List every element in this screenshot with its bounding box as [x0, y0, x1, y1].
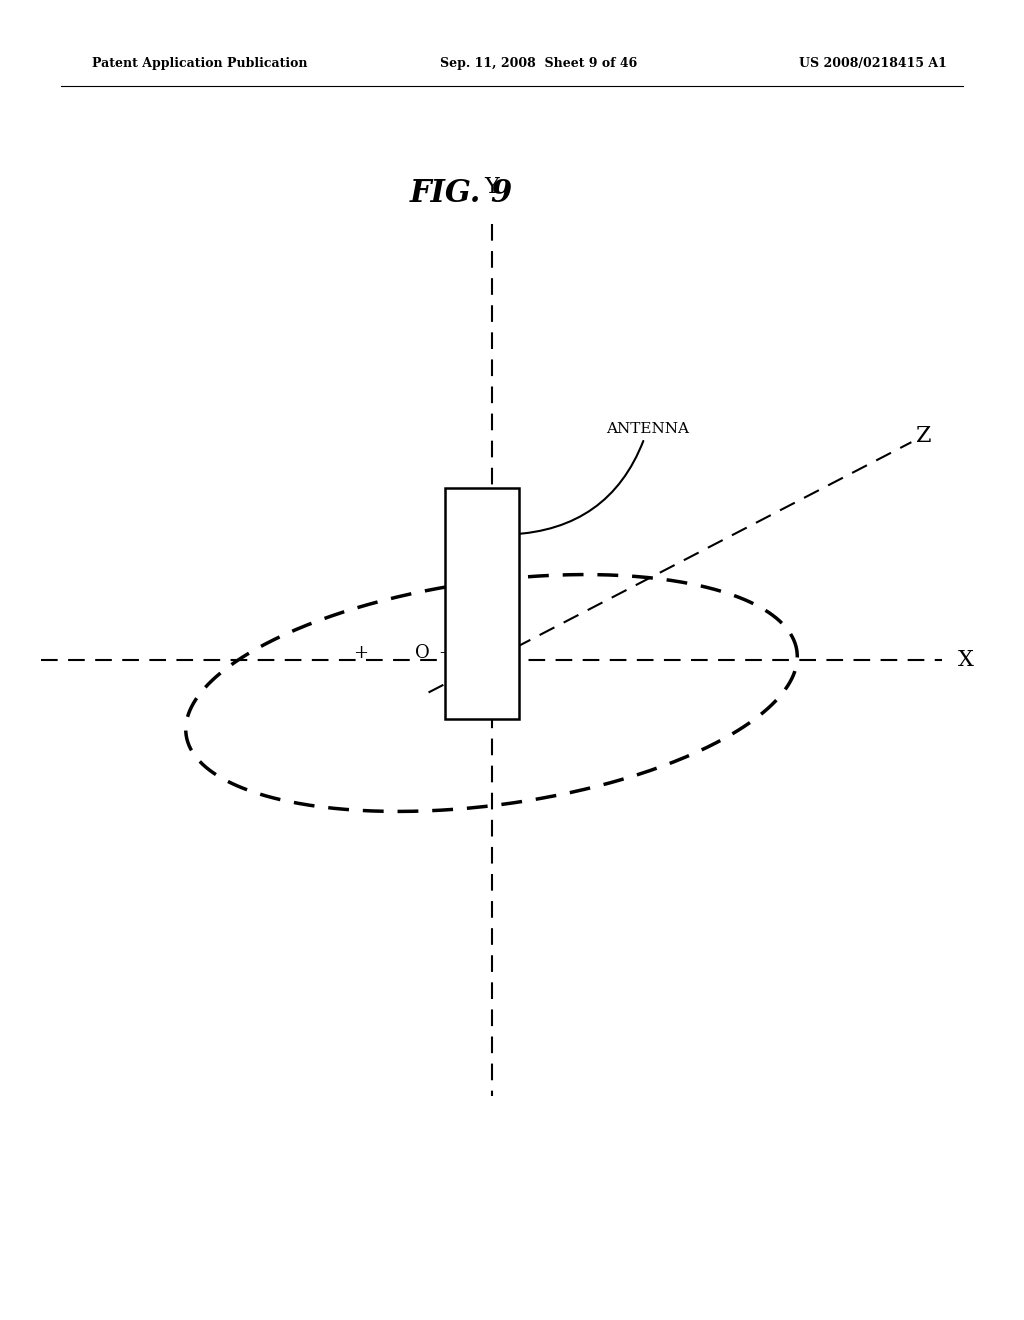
- Text: Z: Z: [916, 425, 932, 446]
- Text: -: -: [439, 644, 445, 663]
- Text: FIG. 9: FIG. 9: [410, 178, 513, 209]
- Text: US 2008/0218415 A1: US 2008/0218415 A1: [799, 57, 946, 70]
- Text: +: +: [353, 644, 368, 663]
- Text: Y: Y: [484, 176, 499, 198]
- Text: ANTENNA: ANTENNA: [511, 421, 689, 535]
- Text: O: O: [415, 644, 429, 663]
- Bar: [445, 488, 519, 719]
- Text: Patent Application Publication: Patent Application Publication: [92, 57, 307, 70]
- Text: X: X: [957, 649, 974, 671]
- Text: Sep. 11, 2008  Sheet 9 of 46: Sep. 11, 2008 Sheet 9 of 46: [440, 57, 638, 70]
